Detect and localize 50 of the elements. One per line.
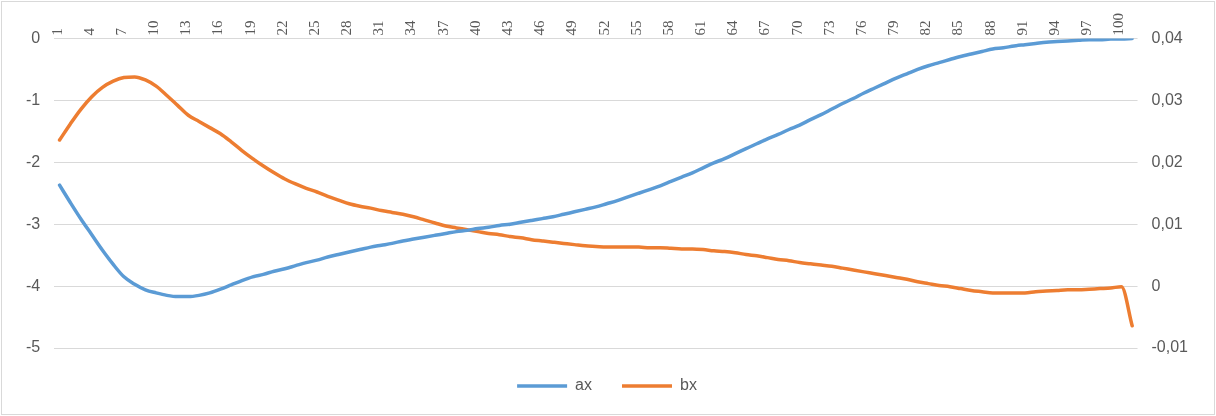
y2-tick-label: -0,01 (1151, 338, 1189, 356)
x-tick-label: 67 (756, 20, 773, 36)
x-tick-label: 85 (949, 20, 966, 36)
x-tick-label: 37 (434, 20, 451, 36)
x-tick-label: 64 (724, 20, 741, 36)
y2-tick-label: 0,02 (1151, 152, 1183, 170)
x-tick-label: 19 (241, 20, 258, 36)
x-tick-label: 79 (885, 20, 902, 36)
x-tick-label: 82 (917, 20, 934, 36)
y-tick-label: -1 (25, 90, 41, 108)
y2-tick-label: 0,04 (1151, 28, 1183, 46)
x-tick-label: 40 (466, 20, 483, 36)
y2-tick-label: 0,01 (1151, 214, 1183, 232)
x-tick-label: 55 (627, 20, 644, 36)
x-tick-label: 7 (112, 27, 129, 36)
legend-label: bx (680, 376, 697, 394)
legend-label: ax (575, 376, 593, 394)
line-series (57, 75, 1134, 328)
x-tick-label: 94 (1046, 20, 1063, 36)
x-tick-label: 1 (48, 28, 65, 36)
x-tick-label: 28 (338, 20, 355, 36)
x-tick-label: 88 (981, 20, 998, 36)
line-series (57, 38, 1134, 299)
x-tick-label: 4 (80, 27, 97, 36)
x-tick-label: 91 (1013, 20, 1030, 36)
x-tick-label: 58 (659, 20, 676, 36)
x-tick-label: 13 (177, 20, 194, 36)
x-tick-label: 52 (595, 20, 612, 36)
x-tick-label: 46 (531, 20, 548, 36)
x-tick-label: 34 (402, 20, 419, 36)
x-tick-label: 16 (209, 20, 226, 36)
x-tick-label: 49 (563, 20, 580, 36)
x-tick-label: 43 (499, 20, 516, 36)
x-tick-label: 31 (370, 20, 387, 36)
x-tick-label: 10 (145, 20, 162, 36)
x-tick-label: 25 (305, 20, 322, 36)
y-tick-label: -3 (25, 214, 41, 232)
y2-tick-label: 0,03 (1151, 90, 1183, 108)
x-tick-label: 100 (1110, 13, 1127, 36)
x-tick-label: 70 (788, 20, 805, 36)
y-tick-label: -2 (25, 152, 41, 170)
y-tick-label: -4 (25, 276, 41, 294)
y2-tick-label: 0 (1151, 276, 1161, 294)
y-tick-label: 0 (31, 28, 41, 46)
x-tick-label: 76 (852, 20, 869, 36)
x-tick-label: 61 (692, 20, 709, 36)
x-tick-label: 73 (820, 20, 837, 36)
y-tick-label: -5 (25, 338, 41, 356)
x-tick-label: 97 (1078, 20, 1095, 36)
x-tick-label: 22 (273, 20, 290, 36)
